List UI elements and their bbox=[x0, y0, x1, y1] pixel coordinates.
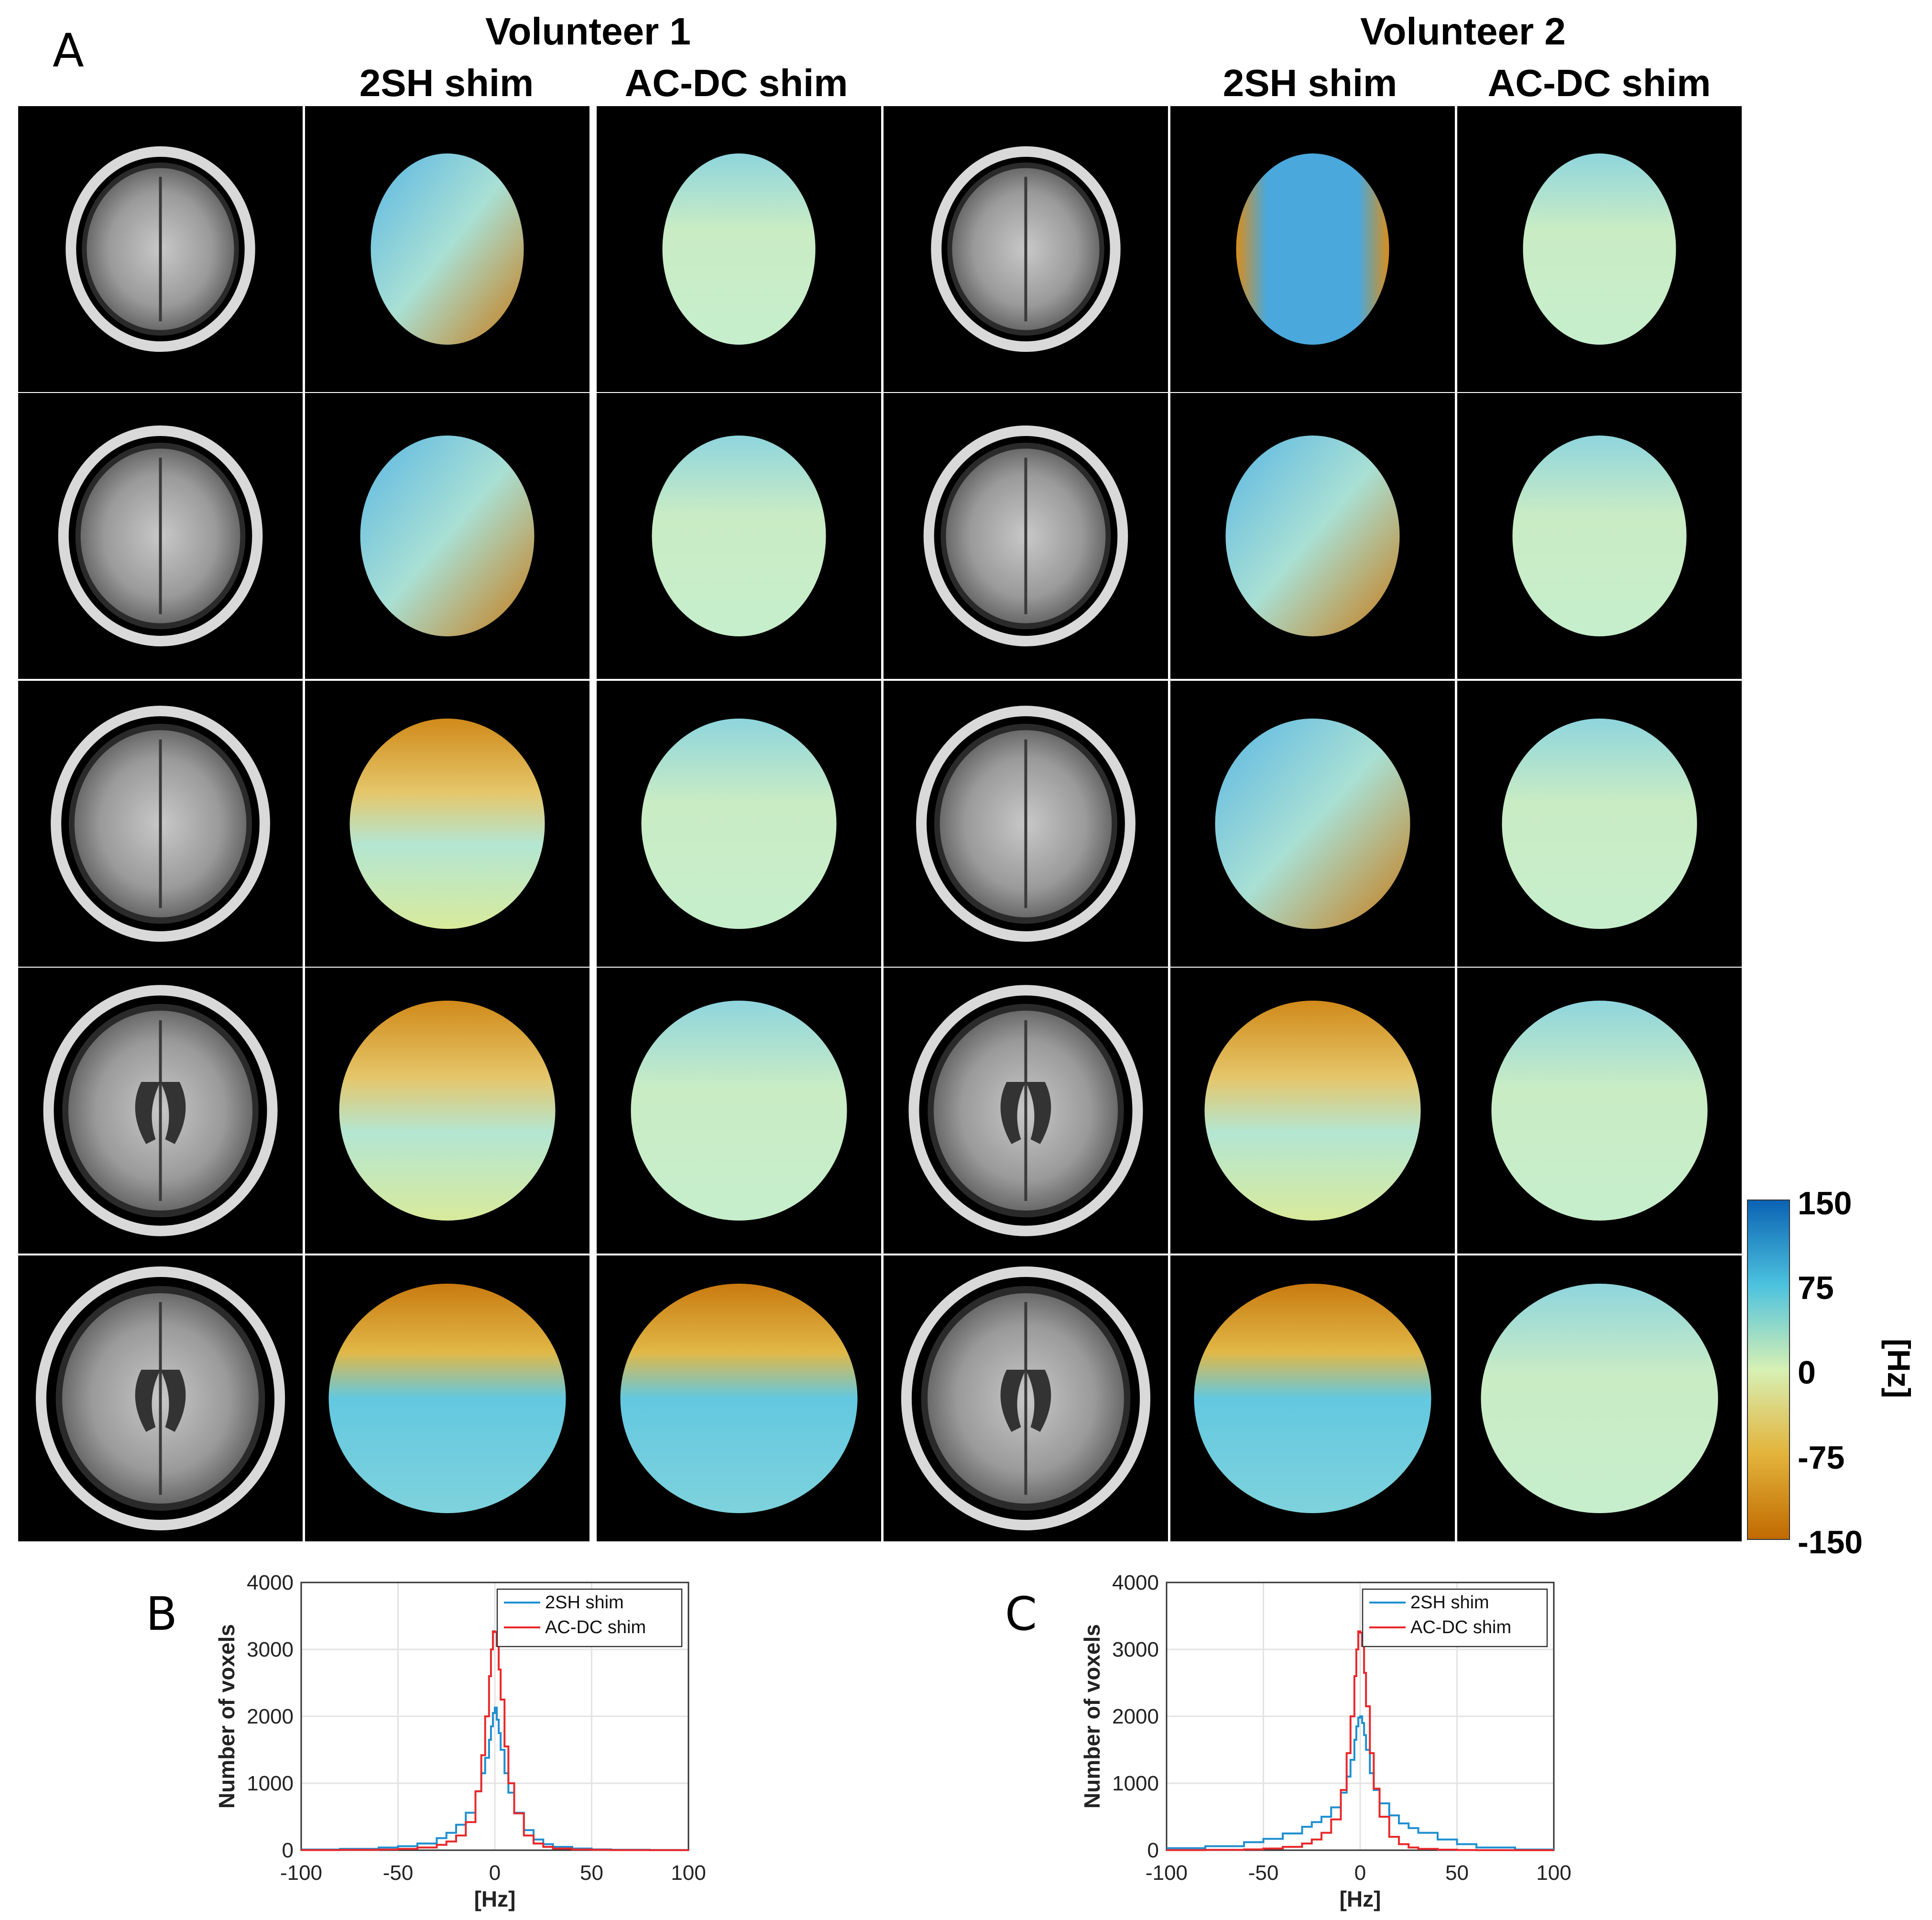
v2-acdc-column-title: AC-DC shim bbox=[1487, 62, 1711, 104]
v1-acdc-column-title: AC-DC shim bbox=[624, 62, 848, 104]
grid-tile-r4-c1 bbox=[18, 968, 303, 1254]
grid-tile-r2-c2 bbox=[305, 393, 589, 679]
grid-tile-r3-c4 bbox=[884, 681, 1168, 967]
panel-label-b: B bbox=[146, 1587, 177, 1641]
colorbar-tick-75: 75 bbox=[1798, 1270, 1834, 1306]
grid-tile-r1-c1 bbox=[18, 106, 303, 392]
grid-tile-r5-c2 bbox=[305, 1255, 589, 1541]
histogram-b: -100 -50 0 50 10001000200030004000[Hz]Number… bbox=[214, 1571, 706, 1911]
grid-tile-r1-c2 bbox=[305, 106, 589, 392]
colorbar-tick-neg75: -75 bbox=[1798, 1440, 1845, 1476]
colorbar bbox=[1747, 1200, 1790, 1540]
y-axis-label: Number of voxels bbox=[1080, 1624, 1104, 1809]
x-tick-label: -50 bbox=[383, 1861, 414, 1885]
x-tick-label: 0 bbox=[1354, 1861, 1366, 1885]
grid-tile-r3-c1 bbox=[18, 681, 303, 967]
v1-2sh-column-title: 2SH shim bbox=[359, 62, 534, 104]
grid-tile-r5-c3 bbox=[597, 1255, 881, 1541]
volunteer-2-title: Volunteer 2 bbox=[1360, 10, 1566, 53]
y-tick-label: 3000 bbox=[1112, 1638, 1159, 1661]
y-tick-label: 0 bbox=[282, 1839, 294, 1862]
series-line-acdc bbox=[301, 1630, 689, 1851]
x-axis-label: [Hz] bbox=[1340, 1887, 1381, 1911]
x-tick-label: 50 bbox=[1445, 1861, 1469, 1885]
legend-entry-2sh: 2SH shim bbox=[1410, 1593, 1489, 1613]
legend-entry-2sh: 2SH shim bbox=[545, 1593, 624, 1613]
plot-frame bbox=[1166, 1582, 1555, 1851]
y-tick-label: 1000 bbox=[247, 1772, 294, 1795]
grid-tile-r2-c5 bbox=[1170, 393, 1455, 679]
panel-label-c: C bbox=[1005, 1587, 1037, 1641]
grid-tile-r4-c6 bbox=[1457, 968, 1742, 1254]
x-tick-label: 0 bbox=[489, 1861, 501, 1885]
grid-tile-r2-c1 bbox=[18, 393, 303, 679]
y-tick-label: 1000 bbox=[1112, 1772, 1159, 1795]
grid-tile-r5-c5 bbox=[1170, 1255, 1455, 1541]
grid-tile-r1-c6 bbox=[1457, 106, 1742, 392]
grid-tile-r2-c4 bbox=[884, 393, 1168, 679]
colorbar-tick-neg150: -150 bbox=[1798, 1524, 1863, 1560]
colorbar-unit-label: [Hz] bbox=[1881, 1339, 1917, 1398]
x-tick-label: 100 bbox=[671, 1861, 706, 1885]
grid-tile-r1-c5 bbox=[1170, 106, 1455, 392]
x-tick-label: -100 bbox=[1146, 1861, 1188, 1885]
grid-tile-r4-c5 bbox=[1170, 968, 1455, 1254]
legend-entry-acdc: AC-DC shim bbox=[545, 1617, 646, 1637]
grid-tile-r1-c4 bbox=[884, 106, 1168, 392]
y-tick-label: 0 bbox=[1147, 1839, 1159, 1862]
grid-tile-r4-c4 bbox=[884, 968, 1168, 1254]
y-tick-label: 2000 bbox=[247, 1705, 294, 1728]
grid-tile-r3-c5 bbox=[1170, 681, 1455, 967]
x-tick-label: 50 bbox=[580, 1861, 603, 1885]
grid-tile-r3-c6 bbox=[1457, 681, 1742, 967]
x-axis-label: [Hz] bbox=[474, 1887, 516, 1911]
grid-tile-r1-c3 bbox=[597, 106, 881, 392]
histogram-c: -100 -50 0 50 10001000200030004000[Hz]Number… bbox=[1080, 1571, 1572, 1911]
grid-tile-r4-c2 bbox=[305, 968, 589, 1254]
grid-tile-r3-c2 bbox=[305, 681, 589, 967]
grid-tile-r3-c3 bbox=[597, 681, 881, 967]
volunteer-1-title: Volunteer 1 bbox=[485, 10, 691, 53]
panel-label-a: A bbox=[53, 24, 84, 77]
grid-tile-r2-c3 bbox=[597, 393, 881, 679]
y-tick-label: 4000 bbox=[1112, 1571, 1159, 1594]
legend-box bbox=[496, 1588, 683, 1647]
grid-tile-r5-c6 bbox=[1457, 1255, 1742, 1541]
series-line-acdc bbox=[1167, 1630, 1554, 1851]
x-tick-label: -100 bbox=[280, 1861, 322, 1885]
x-tick-label: 100 bbox=[1536, 1861, 1571, 1885]
grid-tile-r5-c4 bbox=[884, 1255, 1168, 1541]
series-line-2sh bbox=[1167, 1715, 1555, 1851]
y-tick-label: 2000 bbox=[1112, 1705, 1159, 1728]
colorbar-tick-150: 150 bbox=[1798, 1185, 1852, 1222]
image-grid bbox=[18, 106, 1790, 1541]
y-tick-label: 3000 bbox=[247, 1638, 294, 1661]
colorbar-tick-0: 0 bbox=[1798, 1354, 1816, 1391]
y-tick-label: 4000 bbox=[247, 1571, 294, 1594]
legend-box bbox=[1362, 1588, 1548, 1647]
x-tick-label: -50 bbox=[1248, 1861, 1279, 1885]
grid-tile-r4-c3 bbox=[597, 968, 881, 1254]
v2-2sh-column-title: 2SH shim bbox=[1223, 62, 1397, 104]
legend-entry-acdc: AC-DC shim bbox=[1410, 1617, 1511, 1637]
grid-tile-r5-c1 bbox=[18, 1255, 303, 1541]
y-axis-label: Number of voxels bbox=[214, 1624, 239, 1809]
grid-tile-r2-c6 bbox=[1457, 393, 1742, 679]
plot-frame bbox=[300, 1582, 689, 1851]
